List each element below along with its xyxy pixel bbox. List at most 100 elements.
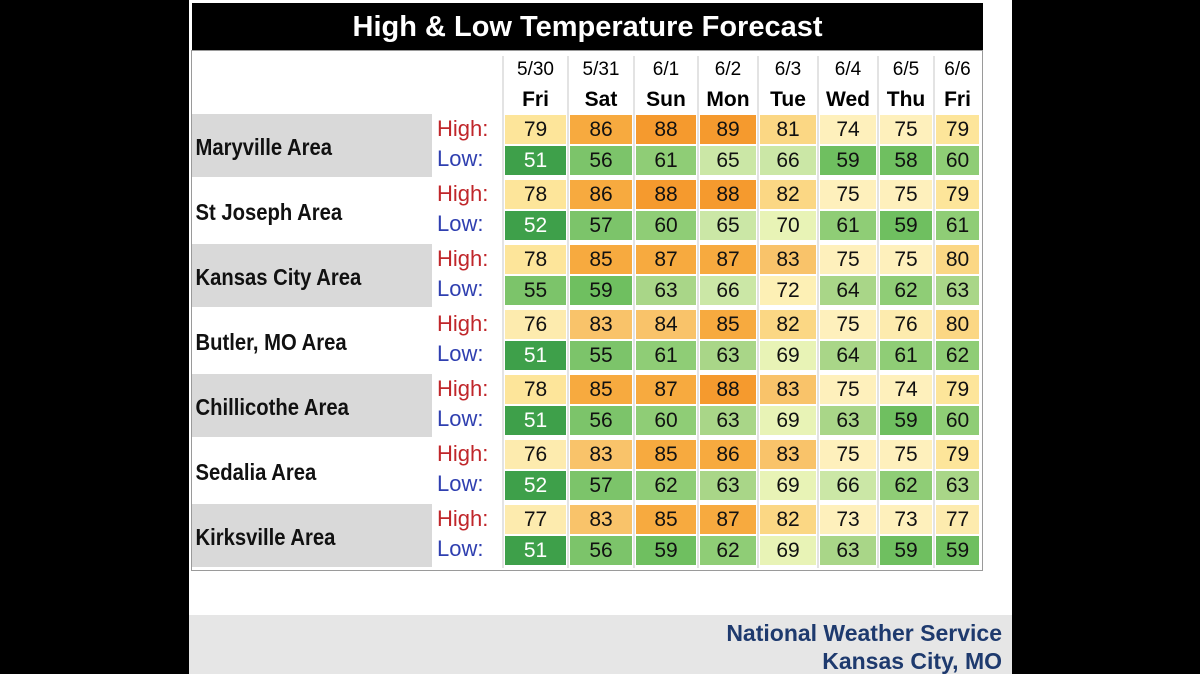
low-temp-cell: 69 [760,536,816,565]
header-date: 5/30 [517,59,554,80]
low-temp-cell: 65 [700,211,756,240]
low-temp-cell: 59 [880,536,932,565]
low-temp-cell: 51 [505,536,566,565]
footer: National Weather Service Kansas City, MO [189,615,1012,674]
chart-title: High & Low Temperature Forecast [192,3,983,50]
high-temp-cell: 85 [570,375,632,404]
high-temp-cell: 75 [820,375,876,404]
high-temp-cell: 79 [936,180,979,209]
low-temp-cell: 57 [570,471,632,500]
high-label: High: [435,504,501,534]
header-date: 6/6 [944,59,971,80]
high-label: High: [435,439,501,469]
high-temp-cell: 88 [636,115,696,144]
high-temp-cell: 83 [760,440,816,469]
high-temp-cell: 88 [700,180,756,209]
high-temp-cell: 85 [700,310,756,339]
low-temp-cell: 59 [636,536,696,565]
high-temp-cell: 79 [936,375,979,404]
low-temp-cell: 61 [636,341,696,370]
low-temp-cell: 51 [505,341,566,370]
header-day: Fri [522,88,549,111]
low-temp-cell: 63 [700,406,756,435]
header-day: Sun [646,88,686,111]
high-temp-cell: 83 [570,505,632,534]
low-temp-cell: 60 [936,406,979,435]
high-temp-cell: 75 [820,440,876,469]
high-temp-cell: 76 [505,440,566,469]
high-temp-cell: 76 [880,310,932,339]
low-temp-cell: 61 [936,211,979,240]
high-label: High: [435,179,501,209]
header-day: Mon [706,88,750,111]
area-name: St Joseph Area [195,199,343,225]
high-temp-cell: 79 [936,440,979,469]
low-temp-cell: 63 [636,276,696,305]
area-name: Butler, MO Area [195,329,347,355]
low-temp-cell: 63 [820,406,876,435]
header-date: 6/2 [714,59,742,80]
column-separator [633,56,635,568]
low-temp-cell: 63 [936,276,979,305]
low-temp-cell: 60 [636,211,696,240]
low-label: Low: [435,274,501,304]
low-temp-cell: 57 [570,211,632,240]
footer-office: Kansas City, MO [822,648,1002,674]
low-label: Low: [435,144,501,174]
high-temp-cell: 76 [505,310,566,339]
low-label: Low: [435,534,501,564]
low-temp-cell: 51 [505,146,566,175]
column-separator [877,56,879,568]
low-temp-cell: 63 [700,471,756,500]
high-label: High: [435,309,501,339]
low-temp-cell: 62 [880,471,932,500]
high-temp-cell: 87 [700,245,756,274]
column-separator [567,56,569,568]
header-day: Thu [886,88,926,111]
high-temp-cell: 78 [505,180,566,209]
high-temp-cell: 82 [760,505,816,534]
low-temp-cell: 62 [700,536,756,565]
low-temp-cell: 52 [505,211,566,240]
low-temp-cell: 62 [636,471,696,500]
header-date: 6/1 [652,59,680,80]
high-temp-cell: 86 [700,440,756,469]
high-temp-cell: 83 [570,440,632,469]
header-day: Tue [770,88,806,111]
area-band [192,374,432,437]
low-temp-cell: 56 [570,536,632,565]
high-temp-cell: 75 [880,245,932,274]
low-temp-cell: 56 [570,406,632,435]
high-temp-cell: 86 [570,180,632,209]
header-date: 6/4 [834,59,862,80]
low-temp-cell: 66 [700,276,756,305]
low-temp-cell: 52 [505,471,566,500]
low-temp-cell: 60 [936,146,979,175]
header-date: 6/5 [892,59,920,80]
low-temp-cell: 69 [760,341,816,370]
low-temp-cell: 63 [820,536,876,565]
low-temp-cell: 55 [505,276,566,305]
high-temp-cell: 75 [880,180,932,209]
header-date: 5/31 [582,59,620,80]
low-temp-cell: 66 [760,146,816,175]
high-temp-cell: 77 [936,505,979,534]
high-label: High: [435,114,501,144]
low-temp-cell: 63 [700,341,756,370]
high-temp-cell: 75 [820,180,876,209]
high-temp-cell: 87 [636,245,696,274]
low-temp-cell: 63 [936,471,979,500]
low-label: Low: [435,339,501,369]
header-date: 6/3 [774,59,802,80]
high-temp-cell: 82 [760,310,816,339]
area-name: Maryville Area [195,134,333,160]
forecast-graphic: High & Low Temperature Forecast 5/30 Fri 5… [189,0,1012,674]
high-temp-cell: 78 [505,245,566,274]
high-temp-cell: 85 [636,505,696,534]
high-temp-cell: 78 [505,375,566,404]
low-temp-cell: 62 [880,276,932,305]
high-temp-cell: 85 [636,440,696,469]
header-day: Wed [826,88,870,111]
footer-agency: National Weather Service [726,620,1002,646]
high-temp-cell: 83 [760,375,816,404]
